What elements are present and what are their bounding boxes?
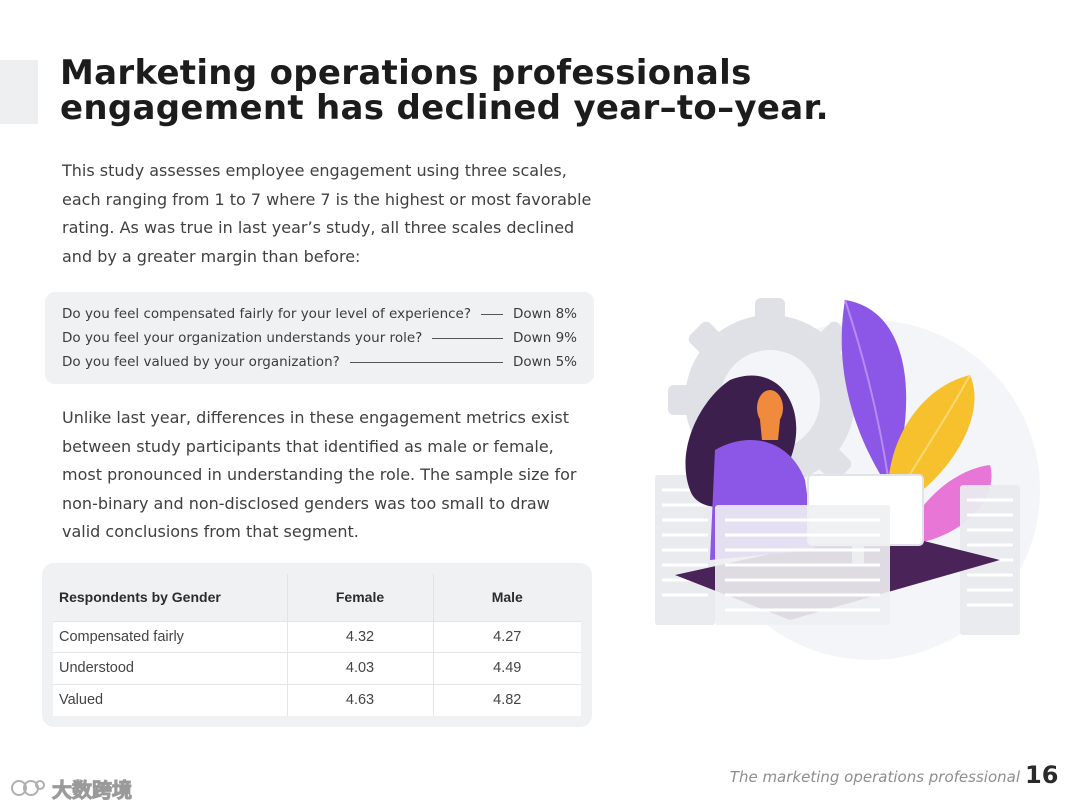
table-row: Compensated fairly 4.32 4.27 [53, 620, 581, 653]
question-text: Do you feel compensated fairly for your … [62, 306, 472, 322]
gender-paragraph: Unlike last year, differences in these e… [62, 408, 577, 541]
questions-box: Do you feel compensated fairly for your … [45, 292, 594, 384]
question-value: Down 5% [513, 354, 577, 370]
table-cell: Understood [53, 652, 287, 684]
table-row: Understood 4.03 4.49 [53, 652, 581, 684]
footer-publication-title: The marketing operations professional [729, 768, 1020, 786]
intro-paragraph: This study assesses employee engagement … [62, 161, 592, 266]
table-header: Female [286, 574, 433, 621]
table-cell: 4.27 [432, 620, 581, 653]
question-row: Do you feel your organization understand… [62, 326, 577, 350]
page-number: 16 [1025, 761, 1059, 789]
question-value: Down 8% [513, 306, 577, 322]
table-cell: 4.82 [432, 683, 581, 716]
table-header-row: Respondents by Gender Female Male [53, 574, 581, 621]
table-cell: 4.49 [432, 652, 581, 684]
leader-line [481, 313, 504, 315]
question-row: Do you feel compensated fairly for your … [62, 302, 577, 326]
question-value: Down 9% [513, 330, 577, 346]
table-row: Valued 4.63 4.82 [53, 683, 581, 716]
gender-table: Respondents by Gender Female Male Compen… [53, 574, 581, 716]
watermark-text: 大数跨境 [52, 777, 133, 802]
side-tab-decoration [0, 60, 38, 124]
gender-table-card: Respondents by Gender Female Male Compen… [42, 563, 592, 727]
table-header: Respondents by Gender [53, 574, 287, 621]
question-text: Do you feel your organization understand… [62, 330, 423, 346]
table-cell: Valued [53, 683, 287, 716]
watermark-logo-icon [11, 780, 45, 796]
table-cell: 4.32 [286, 620, 433, 653]
woman-at-computer-illustration [655, 298, 1040, 660]
watermark: 大数跨境 [10, 776, 133, 802]
leader-line [349, 361, 504, 363]
leader-line [432, 337, 504, 339]
table-cell: 4.03 [286, 652, 433, 684]
table-cell: Compensated fairly [53, 620, 287, 653]
page-title: Marketing operations professionals engag… [60, 53, 829, 128]
table-header: Male [432, 574, 581, 621]
table-cell: 4.63 [286, 683, 433, 716]
question-row: Do you feel valued by your organization?… [62, 350, 577, 374]
question-text: Do you feel valued by your organization? [62, 354, 340, 370]
